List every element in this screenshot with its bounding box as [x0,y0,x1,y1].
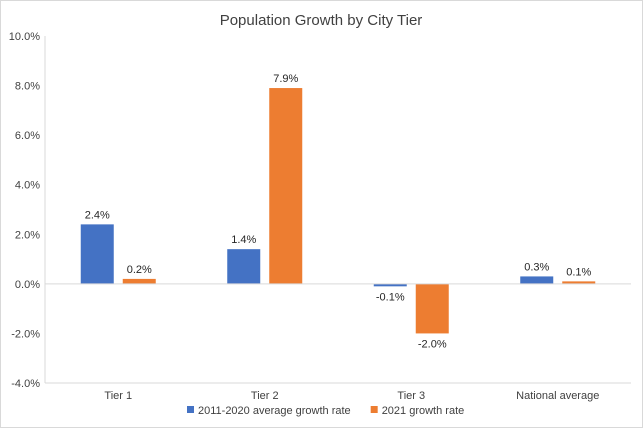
x-tick-label: Tier 3 [397,390,425,402]
legend-swatch [370,406,378,413]
y-axis-ticks: 10.0% 8.0% 6.0% 4.0% 2.0% 0.0% -2.0% -4.0% [9,31,40,390]
y-tick-label: 8.0% [15,81,40,93]
data-label: 1.4% [231,234,256,246]
y-tick-label: 2.0% [15,229,40,241]
x-tick-label: National average [516,390,599,402]
data-label: -0.1% [376,291,405,303]
bar [415,283,449,334]
x-axis-ticks: Tier 1 Tier 2 Tier 3 National average [104,390,599,402]
y-tick-label: 0.0% [15,279,40,291]
bar [269,88,303,284]
x-tick-label: Tier 1 [104,390,132,402]
data-label: -2.0% [418,338,447,350]
y-tick-label: 10.0% [9,31,40,43]
data-label: 0.2% [127,264,152,276]
data-label: 7.9% [273,73,298,85]
bars-group [80,88,596,334]
legend-label: 2011-2020 average growth rate [198,405,351,417]
bar [80,224,114,284]
y-tick-label: -2.0% [11,328,40,340]
legend-label: 2021 growth rate [382,405,465,417]
bar [562,281,596,284]
x-tick-label: Tier 2 [251,390,279,402]
chart-title: Population Growth by City Tier [220,12,423,29]
bar [520,276,554,284]
y-tick-label: 6.0% [15,130,40,142]
data-label: 0.1% [566,266,591,278]
bar [122,278,156,284]
bar [227,249,261,284]
data-label: 0.3% [524,261,549,273]
bar [373,283,407,287]
y-tick-label: -4.0% [11,378,40,390]
legend-swatch [187,406,194,413]
data-label: 2.4% [85,209,110,221]
y-tick-label: 4.0% [15,180,40,192]
data-labels-group: 2.4% 0.2% 1.4% 7.9% -0.1% -2.0% 0.3% 0.1% [85,73,592,350]
legend: 2011-2020 average growth rate 2021 growth… [187,405,464,417]
